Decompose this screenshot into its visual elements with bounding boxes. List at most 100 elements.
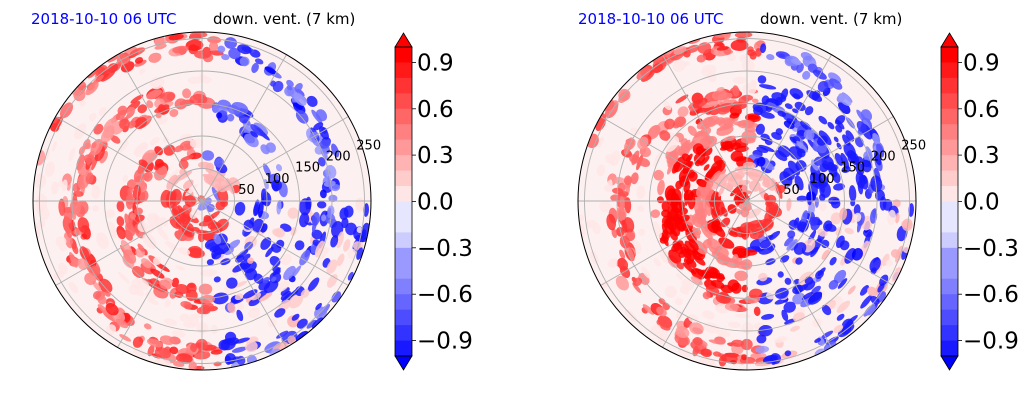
- field-patch: [250, 130, 258, 138]
- field-patch: [708, 339, 725, 345]
- colorbar-segment: [941, 309, 958, 326]
- field-patch: [623, 175, 632, 186]
- field-patch: [753, 306, 761, 316]
- field-patch: [189, 138, 204, 149]
- field-patch: [175, 353, 193, 364]
- field-patch: [141, 258, 152, 269]
- field-patch: [91, 185, 101, 199]
- colorbar-tick-label: 0.3: [963, 143, 1000, 169]
- field-patch: [207, 36, 221, 44]
- field-patch: [885, 259, 893, 267]
- field-patch: [691, 249, 699, 257]
- field-patch: [761, 95, 770, 105]
- field-patch: [837, 278, 848, 289]
- field-patch: [143, 323, 152, 330]
- field-patch: [133, 348, 147, 358]
- field-patch: [788, 219, 799, 230]
- field-patch: [82, 139, 91, 150]
- colorbar-segment: [395, 216, 412, 233]
- field-patch: [755, 123, 765, 135]
- field-patch: [796, 148, 806, 158]
- field-patch: [178, 170, 193, 181]
- field-patch: [237, 44, 252, 55]
- field-patch: [720, 284, 734, 294]
- field-patch: [759, 239, 772, 249]
- radial-tick-label: 150: [295, 161, 320, 176]
- field-patch: [688, 238, 699, 251]
- field-patch: [135, 142, 148, 157]
- colorbar-tick-label: 0.9: [963, 50, 1000, 76]
- field-patch: [901, 218, 913, 232]
- field-patch: [306, 319, 317, 329]
- grid-spoke: [600, 200, 748, 286]
- field-patch: [661, 200, 670, 212]
- left-title-date: 2018-10-10 06 UTC: [31, 10, 177, 28]
- right-polar-grid: [578, 32, 916, 370]
- field-patch: [271, 179, 283, 191]
- field-patch: [700, 155, 710, 166]
- colorbar-segment: [395, 77, 412, 94]
- field-patch: [218, 339, 230, 351]
- field-patch: [251, 62, 259, 73]
- field-patch: [260, 237, 272, 250]
- field-patch: [134, 57, 144, 64]
- field-patch: [321, 214, 327, 222]
- field-patch: [317, 201, 327, 209]
- field-patch: [761, 313, 775, 320]
- right-field-layer: [578, 32, 915, 369]
- field-patch: [814, 338, 822, 343]
- field-patch: [148, 52, 162, 63]
- field-patch: [828, 279, 839, 290]
- field-patch: [274, 308, 286, 318]
- field-patch: [687, 191, 696, 210]
- field-patch: [841, 166, 851, 173]
- field-patch: [743, 171, 761, 178]
- field-patch: [641, 266, 651, 279]
- field-patch: [829, 78, 843, 90]
- field-patch: [677, 141, 690, 156]
- field-patch: [784, 103, 793, 110]
- field-patch: [115, 318, 129, 329]
- field-patch: [157, 116, 168, 125]
- field-patch: [637, 205, 645, 212]
- field-patch: [737, 119, 755, 129]
- field-patch: [132, 184, 141, 200]
- field-patch: [598, 136, 604, 148]
- field-patch: [326, 259, 338, 275]
- colorbar-segment: [941, 278, 958, 295]
- colorbar-segment: [395, 108, 412, 125]
- field-patch: [869, 257, 881, 272]
- radial-tick-label: 200: [326, 150, 351, 165]
- field-patch: [311, 109, 323, 124]
- colorbar-segment: [395, 263, 412, 280]
- radial-tick-label: 250: [901, 138, 926, 153]
- field-patch: [840, 152, 850, 169]
- left-radial-ticks: 50 100 150 200 250: [238, 138, 381, 198]
- field-patch: [117, 271, 130, 284]
- field-patch: [789, 136, 798, 144]
- field-patch: [185, 39, 204, 52]
- colorbar-tick-label: −0.3: [417, 236, 473, 262]
- field-patch: [217, 177, 230, 191]
- field-patch: [835, 235, 845, 249]
- field-patch: [311, 229, 323, 240]
- grid-spoke: [55, 116, 203, 202]
- field-patch: [210, 324, 218, 335]
- field-patch: [702, 100, 719, 109]
- field-patch: [621, 219, 628, 233]
- field-patch: [641, 70, 655, 82]
- field-patch: [336, 253, 345, 267]
- field-patch: [749, 229, 765, 240]
- field-patch: [85, 172, 94, 185]
- field-patch: [786, 239, 798, 251]
- field-patch: [186, 282, 197, 294]
- field-patch: [777, 271, 784, 278]
- field-patch: [652, 63, 664, 73]
- field-patch: [619, 249, 626, 260]
- grid-spoke: [117, 54, 203, 202]
- field-patch: [199, 294, 216, 304]
- field-patch: [189, 32, 208, 38]
- field-patch: [226, 113, 235, 122]
- field-patch: [293, 93, 307, 106]
- colorbar-tick-label: 0.6: [963, 97, 1000, 123]
